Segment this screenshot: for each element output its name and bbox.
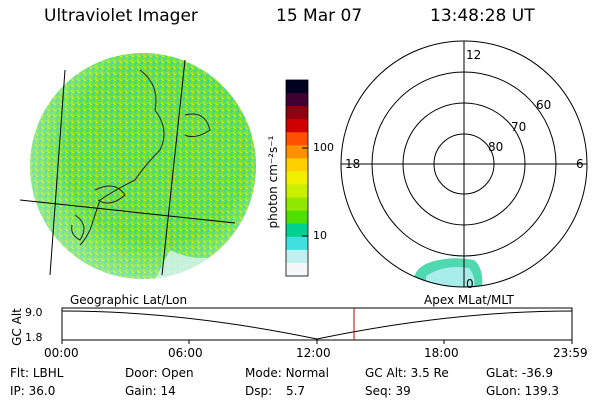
status-glat-label: GLat: xyxy=(486,366,519,380)
colorbar-segment xyxy=(286,80,308,94)
status-glat: GLat: -36.9 xyxy=(486,366,553,380)
colorbar-segment xyxy=(286,93,308,107)
status-glon: GLon: 139.3 xyxy=(486,384,559,398)
status-door: Door: Open xyxy=(125,366,194,380)
status-seq-label: Seq: xyxy=(365,384,392,398)
status-gc-alt-value: 3.5 Re xyxy=(410,366,449,380)
instrument-title: Ultraviolet Imager xyxy=(44,6,198,26)
status-mode: Mode: Normal xyxy=(245,366,329,380)
date-label: 15 Mar 07 xyxy=(276,6,363,26)
colorbar-segment xyxy=(286,132,308,146)
mlat-label-80: 80 xyxy=(488,140,504,154)
status-gc-alt-label: GC Alt: xyxy=(365,366,407,380)
time-label: 13:48:28 UT xyxy=(430,6,535,26)
status-seq-value: 39 xyxy=(395,384,411,398)
status-glon-label: GLon: xyxy=(486,384,521,398)
timeline-altitude-curve xyxy=(61,310,573,340)
status-gain: Gain: 14 xyxy=(125,384,176,398)
colorbar-segment xyxy=(286,145,308,159)
colorbar-segment xyxy=(286,197,308,212)
status-door-value: Open xyxy=(161,366,194,380)
colorbar-segment xyxy=(286,184,308,199)
status-ip-label: IP: xyxy=(10,384,25,398)
timeline-ylabel: GC Alt xyxy=(10,308,24,346)
status-glat-value: -36.9 xyxy=(521,366,553,380)
timeline-xtick-0600: 06:00 xyxy=(168,346,203,360)
colorbar-segment xyxy=(286,249,308,264)
mlat-label-70: 70 xyxy=(511,120,527,134)
polar-mlt-plot xyxy=(340,40,588,288)
mlt-label-18: 18 xyxy=(345,157,361,171)
colorbar-segment xyxy=(286,106,308,120)
status-mode-label: Mode: xyxy=(245,366,282,380)
mlt-label-0: 0 xyxy=(466,277,474,291)
status-dsp: Dsp: 5.7 xyxy=(245,384,305,398)
colorbar-segment xyxy=(286,262,308,277)
colorbar-segment xyxy=(286,210,308,225)
status-mode-value: Normal xyxy=(285,366,329,380)
status-filter: Flt: LBHL xyxy=(10,366,63,380)
mlt-label-6: 6 xyxy=(576,157,584,171)
status-ip: IP: 36.0 xyxy=(10,384,55,398)
colorbar-tick-100: 100 xyxy=(313,141,334,154)
colorbar-tick-10: 10 xyxy=(313,229,327,242)
colorbar-segment xyxy=(286,158,308,172)
status-gc-alt: GC Alt: 3.5 Re xyxy=(365,366,449,380)
status-filter-value: LBHL xyxy=(32,366,64,380)
status-filter-label: Flt: xyxy=(10,366,29,380)
timeline-xtick-1200: 12:00 xyxy=(296,346,331,360)
timeline-xtick-2359: 23:59 xyxy=(553,346,588,360)
status-ip-value: 36.0 xyxy=(28,384,56,398)
earth-disk-image xyxy=(19,53,256,279)
colorbar-segment xyxy=(286,223,308,238)
timeline-ytick-bottom: 1.8 xyxy=(25,331,43,344)
colorbar-segment xyxy=(286,119,308,133)
colorbar-unit-label: photon cm⁻²s⁻¹ xyxy=(266,135,280,229)
colorbar xyxy=(285,79,309,277)
geographic-panel-label: Geographic Lat/Lon xyxy=(70,293,188,307)
mlt-label-12: 12 xyxy=(466,48,482,62)
timeline-plot xyxy=(61,307,573,344)
status-dsp-label: Dsp: xyxy=(245,384,273,398)
status-glon-value: 139.3 xyxy=(524,384,559,398)
colorbar-segment xyxy=(286,171,308,186)
timeline-xtick-1800: 18:00 xyxy=(424,346,459,360)
status-gain-label: Gain: xyxy=(125,384,157,398)
mlat-label-60: 60 xyxy=(536,98,552,112)
status-door-label: Door: xyxy=(125,366,158,380)
timeline-xtick-0000: 00:00 xyxy=(44,346,79,360)
apex-panel-label: Apex MLat/MLT xyxy=(424,293,514,307)
status-gain-value: 14 xyxy=(160,384,176,398)
status-dsp-value: 5.7 xyxy=(285,384,306,398)
timeline-ytick-top: 9.0 xyxy=(25,306,43,319)
colorbar-segment xyxy=(286,236,308,251)
status-seq: Seq: 39 xyxy=(365,384,411,398)
